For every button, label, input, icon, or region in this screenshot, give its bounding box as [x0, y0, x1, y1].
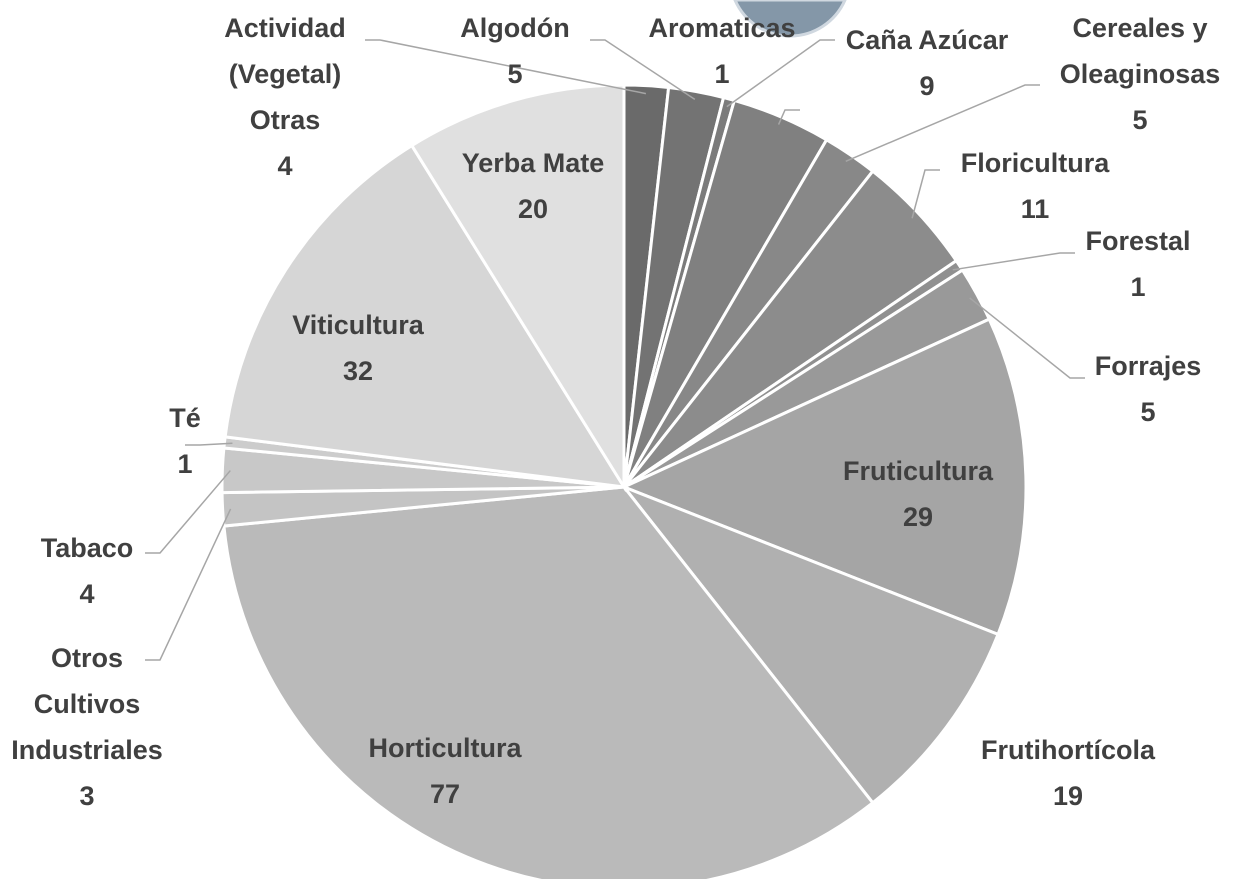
label-line: Fruticultura [843, 456, 994, 486]
slice-label: Caña Azúcar [846, 25, 1009, 55]
slice-label: Floricultura [961, 148, 1110, 178]
value-label: 20 [518, 194, 548, 224]
value-label: 4 [277, 151, 292, 181]
label-line: Forestal [1085, 226, 1190, 256]
label-line: Horticultura [368, 733, 522, 763]
slice-label: Cereales y Oleaginosas [1060, 13, 1221, 89]
label-line: Cultivos [34, 689, 141, 719]
label-line: Té [169, 403, 201, 433]
slice-label: Forestal [1085, 226, 1190, 256]
leader-line [145, 508, 232, 661]
label-line: Otras [250, 105, 321, 135]
leader-line [777, 109, 800, 125]
label-line: Yerba Mate [462, 148, 605, 178]
slice-label: Horticultura [368, 733, 522, 763]
leader-line [952, 252, 1075, 271]
slice-label: Tabaco [41, 533, 134, 563]
slice-label: Algodón [460, 13, 569, 43]
slice [223, 143, 627, 489]
leader-line [365, 39, 647, 95]
slices [220, 83, 1028, 879]
slice-label: Forrajes [1095, 351, 1202, 381]
label-line: Industriales [11, 735, 163, 765]
slice-label: Frutihortícola [981, 735, 1156, 765]
decoration [733, 0, 847, 38]
value-label: 32 [343, 356, 373, 386]
label-line: Aromaticas [648, 13, 795, 43]
slice-label: Viticultura [292, 310, 425, 340]
value-label: 5 [507, 59, 522, 89]
label-line: (Vegetal) [229, 59, 342, 89]
slice-label: Otros Cultivos Industriales [11, 643, 163, 765]
value-label: 9 [919, 71, 934, 101]
value-label: 1 [714, 59, 729, 89]
value-label: 5 [1132, 105, 1147, 135]
slice-label: Té [169, 403, 201, 433]
leader-line [145, 470, 231, 554]
label-line: Tabaco [41, 533, 134, 563]
label-line: Algodón [460, 13, 569, 43]
label-line: Floricultura [961, 148, 1110, 178]
value-label: 3 [79, 781, 94, 811]
value-label: 4 [79, 579, 94, 609]
leader-line [185, 442, 233, 446]
label-line: Forrajes [1095, 351, 1202, 381]
leader-line [969, 297, 1085, 379]
label-line: Otros [51, 643, 123, 673]
label-line: Cereales y [1072, 13, 1207, 43]
leader-line [845, 84, 1040, 163]
slice-label: Yerba Mate [462, 148, 605, 178]
slice [222, 485, 875, 879]
value-label: 29 [903, 502, 933, 532]
label-line: Viticultura [292, 310, 425, 340]
slice-label: Fruticultura [843, 456, 994, 486]
label-line: Frutihortícola [981, 735, 1156, 765]
value-label: 77 [430, 779, 460, 809]
value-label: 5 [1140, 397, 1155, 427]
leader-line [911, 169, 940, 219]
value-label: 19 [1053, 781, 1083, 811]
slice [619, 483, 1000, 805]
leader-line [590, 39, 696, 101]
label-line: Actividad [224, 13, 346, 43]
label-line: Caña Azúcar [846, 25, 1009, 55]
leader-line [726, 39, 835, 108]
slice [620, 317, 1028, 637]
value-label: 1 [177, 449, 192, 479]
label-line: Oleaginosas [1060, 59, 1221, 89]
slice-label: Actividad (Vegetal) Otras [224, 13, 346, 135]
value-label: 1 [1130, 272, 1145, 302]
value-label: 11 [1021, 194, 1050, 224]
slice-label: Aromaticas [648, 13, 795, 43]
